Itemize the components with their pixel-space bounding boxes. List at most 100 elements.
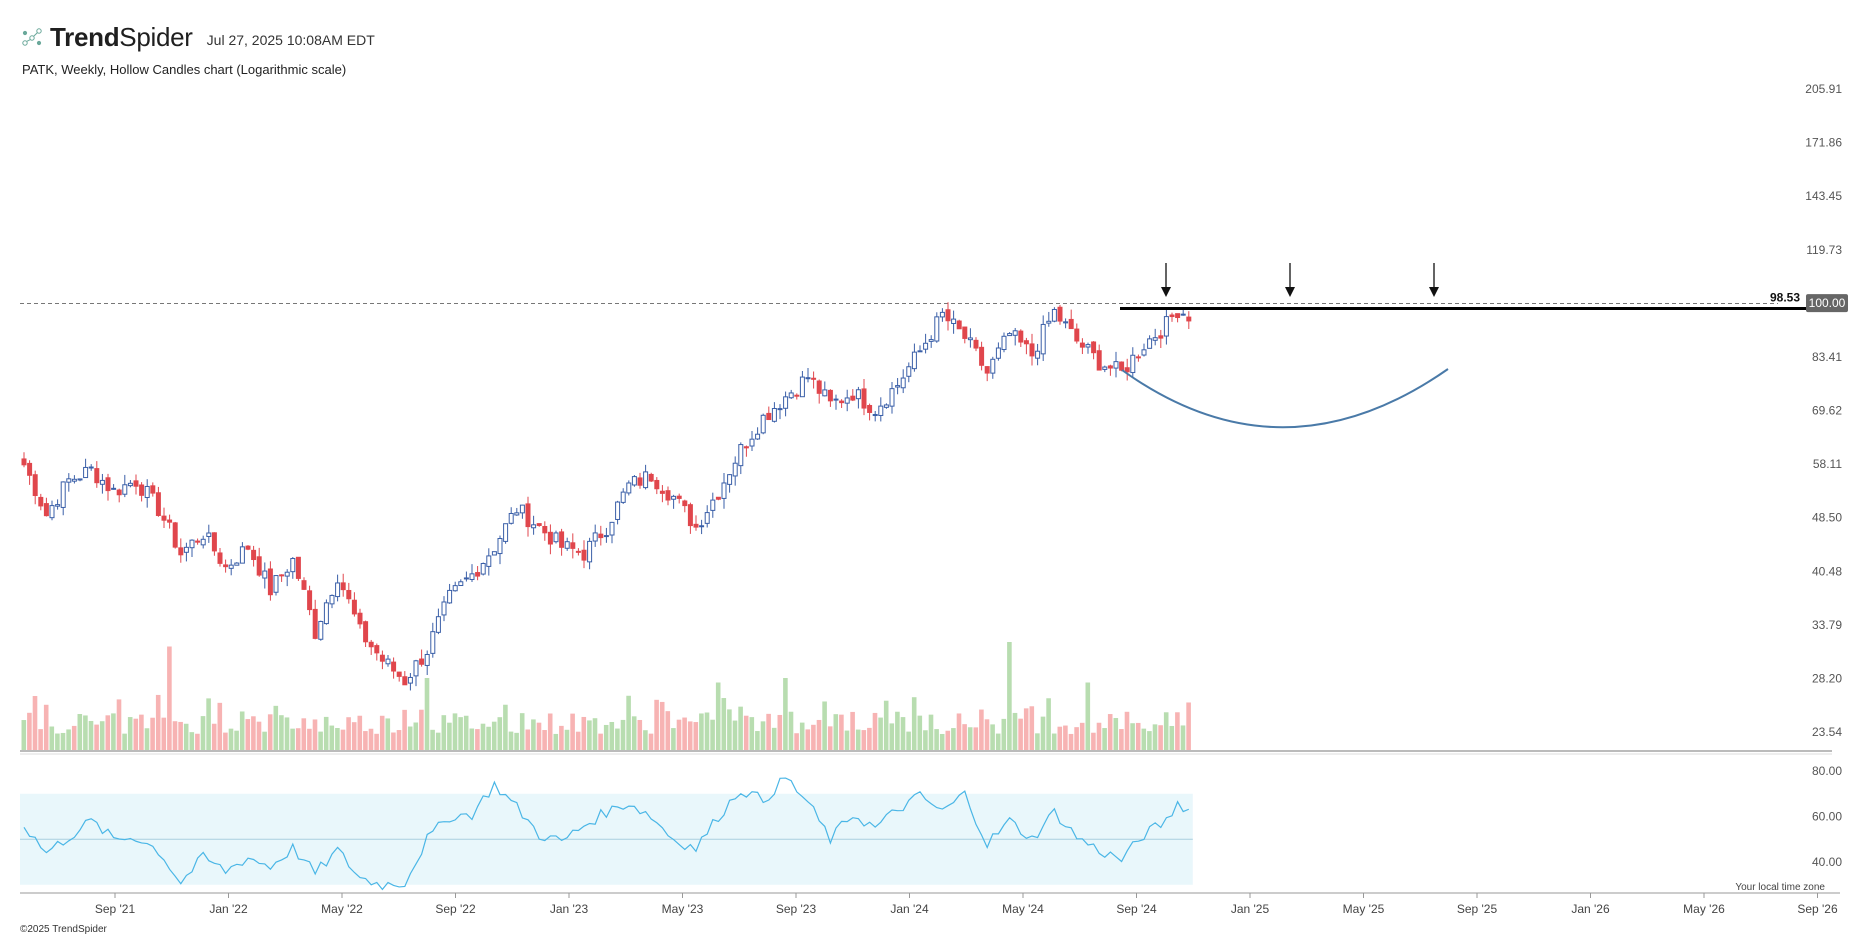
candle-body [934,316,940,342]
volume-bar [239,711,245,750]
volume-bar [88,720,94,750]
volume-bar [553,733,559,750]
volume-bar [379,715,385,750]
volume-bar [626,695,631,750]
candle-body [363,621,369,643]
volume-bar [1046,698,1051,750]
candle-body [447,589,453,604]
candle-body [917,350,923,353]
volume-bar [402,709,407,750]
candle-body [945,309,951,322]
volume-bar [956,713,962,750]
volume-bar [855,729,861,750]
candle-body [984,366,990,374]
volume-bar [351,722,357,750]
volume-bar [1130,723,1135,750]
candle-body [206,532,212,537]
volume-bar [1063,725,1068,750]
candle-body [973,339,979,349]
candle-body [21,458,27,466]
time-tick-label: Sep '26 [1797,902,1838,916]
volume-bar [491,721,497,750]
volume-bar [447,722,452,750]
candle-body [379,654,385,662]
volume-bar [273,705,279,750]
candle-body [626,482,632,494]
candle-body [1079,342,1085,348]
trendspider-logo-icon [22,27,42,46]
volume-bar [659,701,665,750]
chart-subtitle: PATK, Weekly, Hollow Candles chart (Loga… [22,62,347,77]
volume-bar [727,709,732,750]
volume-bar [452,713,458,750]
candle-body [1012,330,1018,336]
volume-bar [508,731,514,750]
candle-body [189,539,195,549]
volume-bar [155,694,161,750]
volume-bar [682,717,687,750]
volume-bar [133,718,139,750]
last-price-tag [1806,294,1848,313]
time-tick-label: Sep '21 [95,902,136,916]
candle-body [598,533,604,539]
candle-body [183,546,189,553]
volume-bar [967,727,973,750]
candle-body [822,389,828,397]
candle-body [127,482,133,487]
candle-body [939,311,945,318]
volume-bar [200,716,206,750]
brand-name[interactable]: TrendSpider [50,22,193,53]
volume-bar [279,715,284,750]
volume-bar [844,730,850,750]
candle-body [553,532,559,543]
candle-body [1135,356,1141,359]
volume-bar [463,715,469,750]
candle-body [279,574,285,577]
candle-body [699,525,705,528]
volume-bar [693,722,699,750]
volume-bar [570,713,575,750]
volume-bar [267,714,273,750]
volume-bar [1040,716,1046,750]
volume-bar [867,727,872,750]
candle-body [491,551,497,556]
brand-name-light: Spider [119,22,193,52]
candle-body [1057,306,1063,322]
candle-body [38,496,44,507]
candle-body [83,466,89,479]
candle-body [704,512,710,524]
volume-bar [923,730,928,750]
candle-body [385,658,391,665]
candle-body [967,337,973,341]
volume-bar [1051,733,1057,750]
volume-bar [732,720,738,750]
candle-body [239,546,245,564]
candle-body [335,582,341,598]
volume-bar [27,712,32,750]
time-tick-label: Jan '23 [550,902,589,916]
candle-body [122,484,128,495]
candle-body [295,556,301,579]
timezone-label[interactable]: Your local time zone [1735,882,1825,893]
volume-bar [1147,731,1152,750]
rsi-tick-label: 40.00 [1812,855,1842,869]
volume-bar [816,719,822,750]
arrow-down-icon-head [1161,287,1171,297]
candle-body [217,552,223,564]
candle-body [1175,313,1181,319]
candle-body [889,388,895,407]
volume-bar [178,721,183,750]
volume-bar [161,717,167,750]
volume-bar [738,706,743,750]
candle-body [1119,361,1125,371]
candle-body [312,608,318,639]
candle-body [687,504,693,527]
volume-bar [256,721,262,750]
volume-bar [1119,729,1124,750]
candle-body [962,326,968,339]
volume-bar [822,701,827,750]
volume-bar [55,733,60,750]
candle-body [928,339,934,342]
volume-bar [1023,708,1029,750]
